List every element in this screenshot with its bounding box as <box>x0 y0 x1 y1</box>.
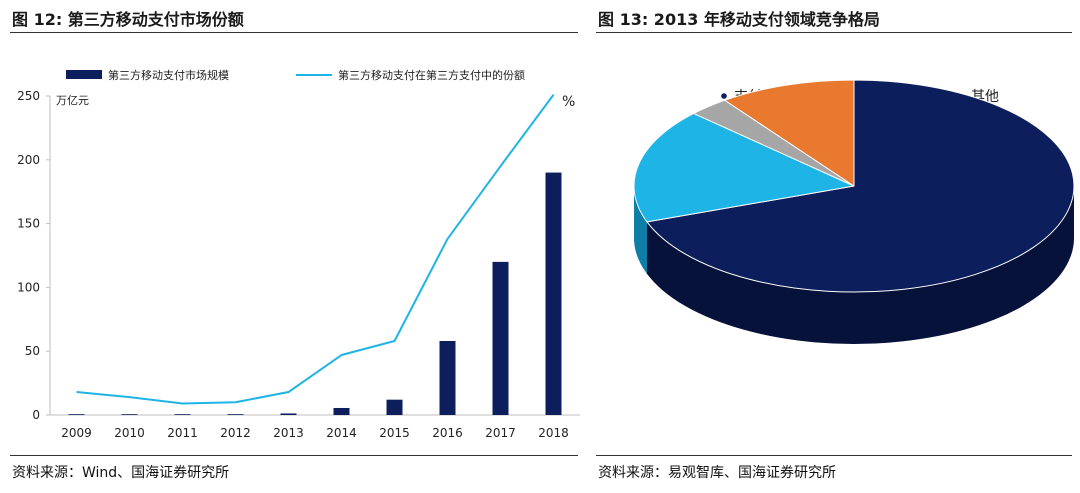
y-tick-label: 50 <box>25 344 40 358</box>
bar-2010 <box>121 414 138 415</box>
bar-2011 <box>174 414 191 415</box>
y-tick-label: 150 <box>17 217 40 231</box>
x-tick-label: 2010 <box>114 426 145 440</box>
legend-dot-0 <box>721 93 727 99</box>
x-tick-label: 2013 <box>273 426 304 440</box>
right-source-rule <box>596 455 1072 456</box>
bar-2009 <box>68 414 85 415</box>
pie-side-支付宝 <box>647 186 1074 344</box>
right-source-note: 资料来源：易观智库、国海证券研究所 <box>598 465 836 481</box>
right-figure-title: 图 13: 2013 年移动支付领域竞争格局 <box>598 10 880 29</box>
bar-2015 <box>386 399 403 415</box>
left-title-rule <box>10 32 578 33</box>
x-tick-label: 2018 <box>538 426 569 440</box>
x-tick-label: 2016 <box>432 426 463 440</box>
pie-side-拉卡拉 <box>634 186 648 274</box>
y-tick-label: 0 <box>32 408 40 422</box>
y-tick-label: 250 <box>17 89 40 103</box>
left-source-rule <box>10 455 578 456</box>
pie-slice-支付宝 <box>646 79 1075 293</box>
bar-2014 <box>333 407 350 415</box>
share-line <box>76 94 555 405</box>
bar-line-chart: 第三方移动支付市场规模 第三方移动支付在第三方支付中的份额 万亿元 % 0 50 1… <box>17 68 580 440</box>
y2-axis-unit-label: % <box>562 94 575 110</box>
x-tick-label: 2017 <box>485 426 516 440</box>
right-title-rule <box>596 32 1072 33</box>
legend-bar-label: 第三方移动支付市场规模 <box>108 68 229 82</box>
y-tick-label: 100 <box>17 280 40 294</box>
pie-slice-其他 <box>724 79 855 187</box>
pie-chart: 支付宝拉卡拉财付通其他 <box>633 79 1075 344</box>
bar-2018 <box>545 172 562 415</box>
x-tick-label: 2014 <box>326 426 357 440</box>
pie-slice-拉卡拉 <box>633 112 855 223</box>
x-tick-label: 2009 <box>61 426 92 440</box>
y-tick-label: 200 <box>17 153 40 167</box>
bar-2017 <box>492 261 509 415</box>
x-tick-label: 2012 <box>220 426 251 440</box>
y-axis-unit-label: 万亿元 <box>56 94 89 107</box>
x-tick-label: 2015 <box>379 426 410 440</box>
bar-2013 <box>280 413 297 415</box>
left-figure-title: 图 12: 第三方移动支付市场份额 <box>12 10 244 29</box>
legend-bar-swatch <box>66 70 102 79</box>
bar-line-legend: 第三方移动支付市场规模 第三方移动支付在第三方支付中的份额 <box>66 68 525 82</box>
legend-line-label: 第三方移动支付在第三方支付中的份额 <box>338 68 525 82</box>
x-tick-label: 2011 <box>167 426 198 440</box>
bar-2016 <box>439 340 456 415</box>
left-source-note: 资料来源：Wind、国海证券研究所 <box>12 465 230 481</box>
bar-2012 <box>227 414 244 415</box>
